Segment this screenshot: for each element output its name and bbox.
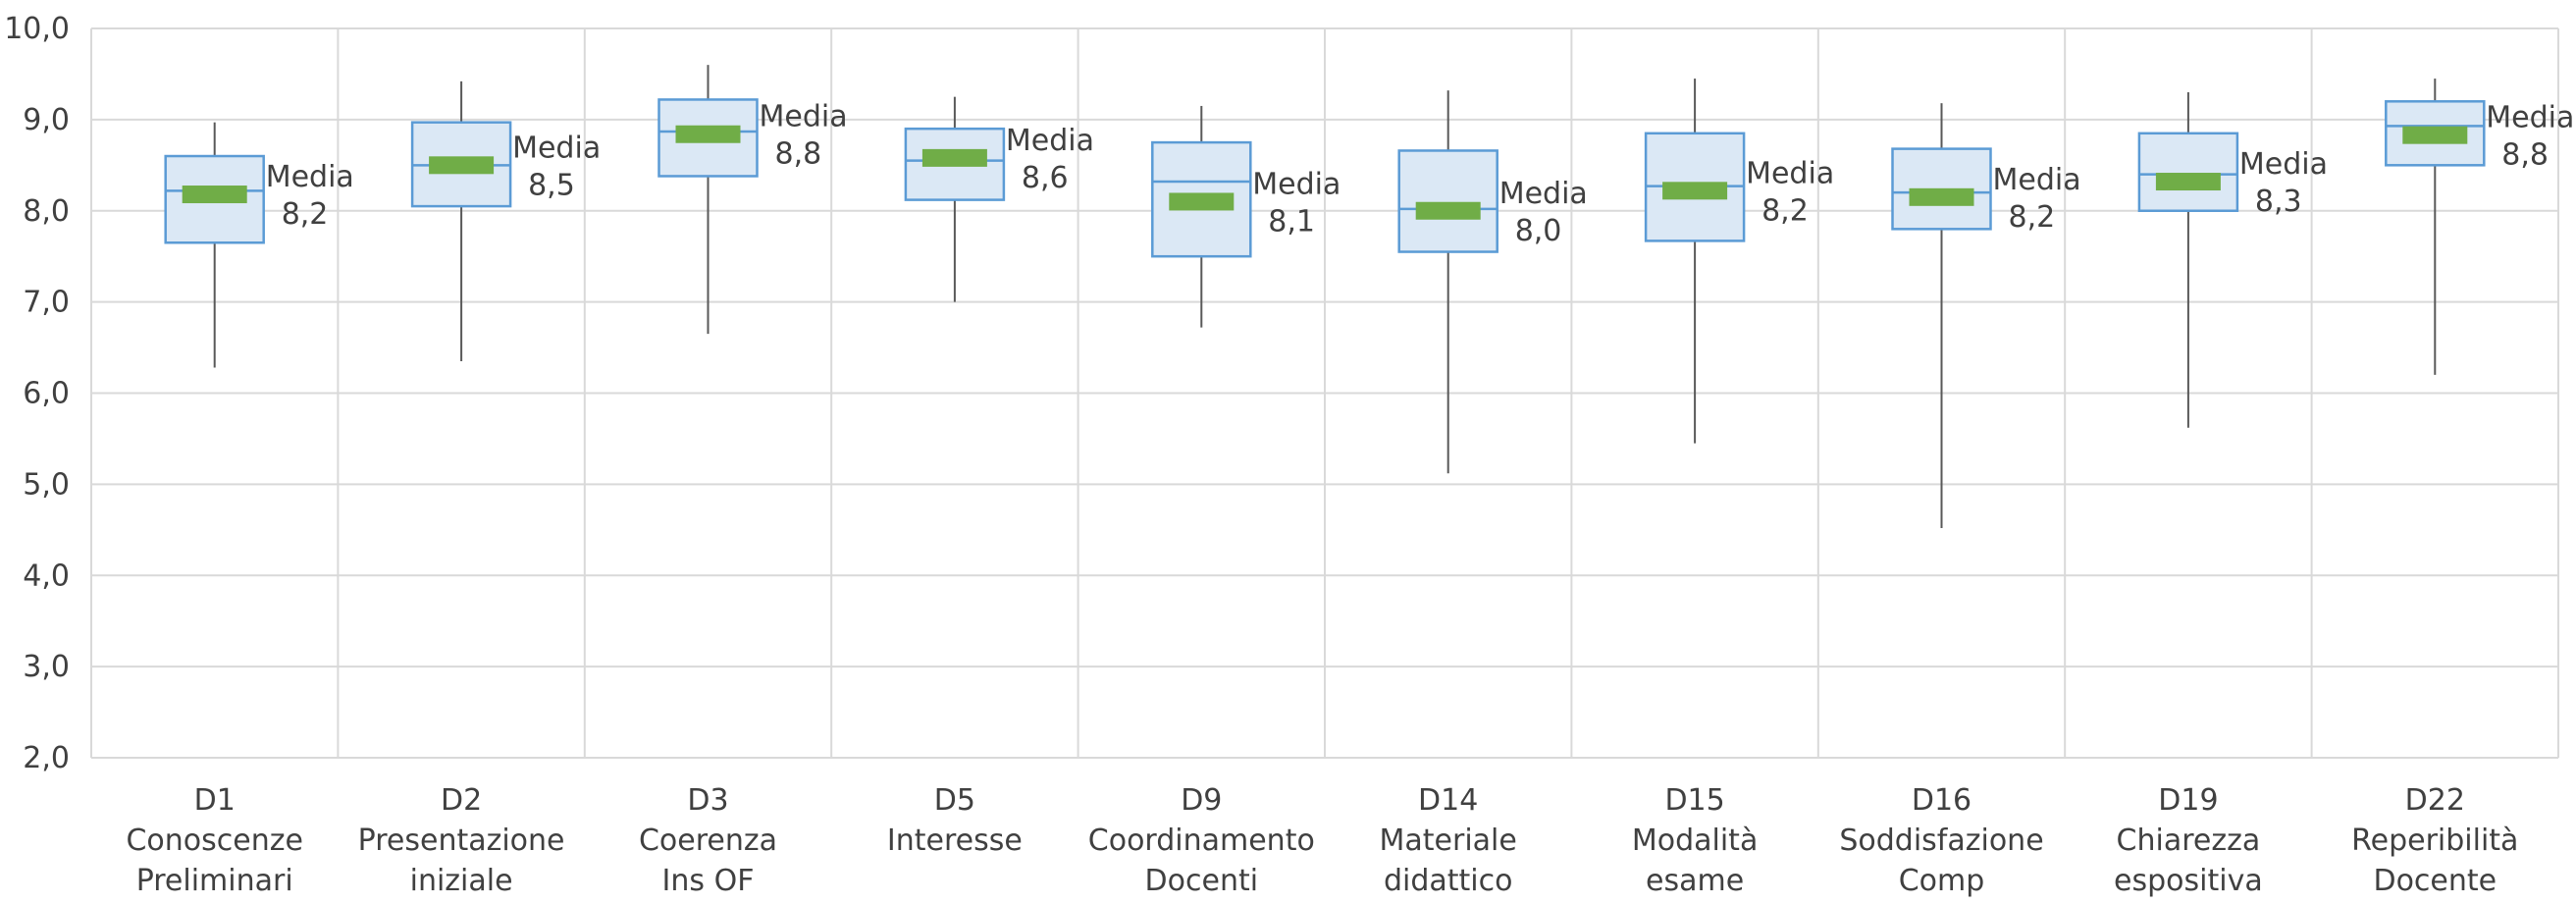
box-d3 xyxy=(657,65,759,335)
x-tick-label: Conoscenze xyxy=(126,824,302,858)
x-axis-category-labels: D1 Conoscenze Preliminari D2 Presentazione in… xyxy=(126,783,2518,898)
mean-label-value: 8,2 xyxy=(2009,200,2056,235)
x-tick-label: Chiarezza xyxy=(2117,824,2261,858)
box-d9 xyxy=(1151,105,1252,328)
mean-marker xyxy=(921,148,987,167)
y-tick-label: 6,0 xyxy=(23,377,70,411)
mean-label-title: Media xyxy=(1993,163,2081,197)
x-tick-label: D19 xyxy=(2158,783,2218,818)
x-tick-label: Preliminari xyxy=(136,864,293,898)
x-tick-label: Interesse xyxy=(887,824,1023,858)
x-tick-label: espositiva xyxy=(2114,864,2263,898)
x-tick-label: Coerenza xyxy=(639,824,777,858)
y-tick-label: 3,0 xyxy=(23,650,70,684)
box-d5 xyxy=(904,96,1006,302)
mean-label-title: Media xyxy=(2486,101,2574,135)
x-tick-label: Comp xyxy=(1899,864,1985,898)
x-tick-label: D14 xyxy=(1418,783,1478,818)
y-tick-label: 7,0 xyxy=(23,286,70,320)
mean-marker xyxy=(1415,201,1481,220)
mean-label-title: Media xyxy=(512,131,601,165)
x-tick-label: didattico xyxy=(1384,864,1513,898)
x-tick-label: Materiale xyxy=(1380,824,1517,858)
mean-label-value: 8,0 xyxy=(1515,214,1562,248)
mean-marker xyxy=(1909,187,1974,206)
box-iqr xyxy=(2137,132,2239,212)
mean-marker xyxy=(2155,173,2221,191)
x-tick-label: D2 xyxy=(441,783,482,818)
box-d1 xyxy=(164,122,265,368)
box-d14 xyxy=(1397,90,1498,474)
y-tick-label: 2,0 xyxy=(23,741,70,775)
mean-marker xyxy=(182,186,247,204)
mean-label-title: Media xyxy=(266,160,354,194)
x-tick-label: esame xyxy=(1646,864,1744,898)
x-tick-label: Docente xyxy=(2373,864,2497,898)
mean-label-title: Media xyxy=(760,100,848,134)
mean-label-title: Media xyxy=(2239,147,2328,182)
mean-marker xyxy=(1662,182,1728,200)
mean-label-value: 8,3 xyxy=(2255,185,2302,219)
y-tick-label: 8,0 xyxy=(23,194,70,229)
x-tick-label: D1 xyxy=(194,783,236,818)
x-tick-label: iniziale xyxy=(410,864,513,898)
mean-label-value: 8,8 xyxy=(775,137,822,172)
box-d22 xyxy=(2385,79,2486,375)
mean-marker xyxy=(1169,192,1235,211)
box-d16 xyxy=(1891,103,1992,528)
boxes xyxy=(164,65,2486,528)
box-d15 xyxy=(1644,79,1746,444)
box-d2 xyxy=(410,80,512,361)
mean-label-title: Media xyxy=(1006,124,1094,158)
mean-label-title: Media xyxy=(1499,177,1588,211)
x-tick-label: Reperibilità xyxy=(2351,824,2518,858)
mean-marker xyxy=(675,125,741,143)
mean-label-value: 8,8 xyxy=(2501,138,2549,173)
x-tick-label: Presentazione xyxy=(358,824,565,858)
mean-label-value: 8,1 xyxy=(1268,204,1315,239)
mean-marker xyxy=(429,156,495,175)
mean-label-title: Media xyxy=(1252,167,1341,201)
mean-label-title: Media xyxy=(1746,156,1834,190)
x-tick-label: D3 xyxy=(687,783,728,818)
x-tick-label: D5 xyxy=(934,783,975,818)
y-tick-label: 4,0 xyxy=(23,558,70,593)
x-tick-label: Docenti xyxy=(1145,864,1259,898)
mean-marker xyxy=(2402,126,2468,144)
mean-label-value: 8,5 xyxy=(528,168,575,202)
box-d19 xyxy=(2137,92,2239,428)
box-iqr xyxy=(1397,149,1498,253)
x-tick-label: D15 xyxy=(1664,783,1724,818)
y-tick-label: 10,0 xyxy=(4,12,70,46)
x-tick-label: Ins OF xyxy=(662,864,755,898)
x-tick-label: Modalità xyxy=(1632,824,1758,858)
x-tick-label: Coordinamento xyxy=(1088,824,1315,858)
mean-label-value: 8,2 xyxy=(282,197,329,232)
y-tick-label: 5,0 xyxy=(23,467,70,502)
mean-label-value: 8,6 xyxy=(1022,161,1069,195)
x-tick-label: D16 xyxy=(1912,783,1971,818)
x-tick-label: D22 xyxy=(2405,783,2465,818)
y-tick-label: 9,0 xyxy=(23,103,70,137)
x-tick-label: Soddisfazione xyxy=(1839,824,2043,858)
y-axis-tick-labels: 2,0 3,0 4,0 5,0 6,0 7,0 8,0 9,0 10,0 xyxy=(4,12,70,775)
mean-label-value: 8,2 xyxy=(1761,193,1809,228)
x-tick-label: D9 xyxy=(1181,783,1222,818)
gridlines xyxy=(90,27,2559,759)
